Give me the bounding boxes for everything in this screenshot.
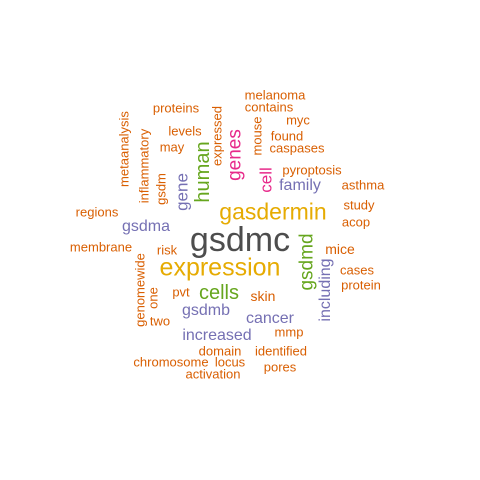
word-mouse: mouse: [249, 116, 265, 156]
word-melanoma: melanoma: [244, 87, 306, 103]
word-gsdma: gsdma: [121, 218, 171, 235]
word-gsdmb: gsdmb: [181, 302, 231, 319]
word-caspases: caspases: [269, 140, 325, 156]
word-membrane: membrane: [69, 239, 133, 255]
word-mice: mice: [325, 241, 355, 257]
word-cases: cases: [340, 262, 374, 278]
word-chromosome: chromosome: [133, 354, 209, 370]
word-gsdmc: gsdmc: [189, 221, 291, 259]
word-gsdm: gsdm: [153, 173, 169, 205]
word-asthma: asthma: [341, 177, 385, 193]
word-gasdermin: gasdermin: [219, 198, 327, 225]
word-proteins: proteins: [152, 100, 200, 116]
word-two: two: [149, 313, 171, 329]
word-including: including: [317, 258, 334, 322]
word-locus: locus: [214, 354, 246, 370]
word-gsdmd: gsdmd: [296, 233, 318, 291]
word-expression: expression: [159, 253, 281, 282]
word-metaanalysis: metaanalysis: [116, 111, 132, 187]
word-increased: increased: [182, 327, 252, 344]
word-cancer: cancer: [245, 310, 295, 327]
word-cells: cells: [198, 282, 240, 304]
word-myc: myc: [286, 112, 310, 128]
word-risk: risk: [156, 242, 178, 258]
word-may: may: [159, 139, 185, 155]
word-inflammatory: inflammatory: [136, 128, 152, 204]
word-one: one: [145, 287, 161, 309]
word-cell: cell: [256, 167, 276, 193]
word-expressed: expressed: [209, 106, 225, 166]
word-acop: acop: [341, 214, 371, 230]
word-study: study: [343, 197, 375, 213]
word-skin: skin: [250, 288, 276, 304]
word-pyroptosis: pyroptosis: [282, 162, 342, 178]
word-gene: gene: [172, 173, 192, 211]
word-pvt: pvt: [172, 284, 190, 300]
word-contains: contains: [244, 99, 294, 115]
word-protein: protein: [341, 277, 381, 293]
word-levels: levels: [168, 123, 202, 139]
word-domain: domain: [198, 343, 242, 359]
word-activation: activation: [185, 366, 241, 382]
word-pores: pores: [263, 359, 297, 375]
word-found: found: [270, 128, 304, 144]
word-family: family: [279, 177, 321, 194]
word-mmp: mmp: [274, 324, 304, 340]
word-regions: regions: [75, 204, 119, 220]
word-genes: genes: [224, 129, 246, 181]
word-identified: identified: [254, 343, 308, 359]
